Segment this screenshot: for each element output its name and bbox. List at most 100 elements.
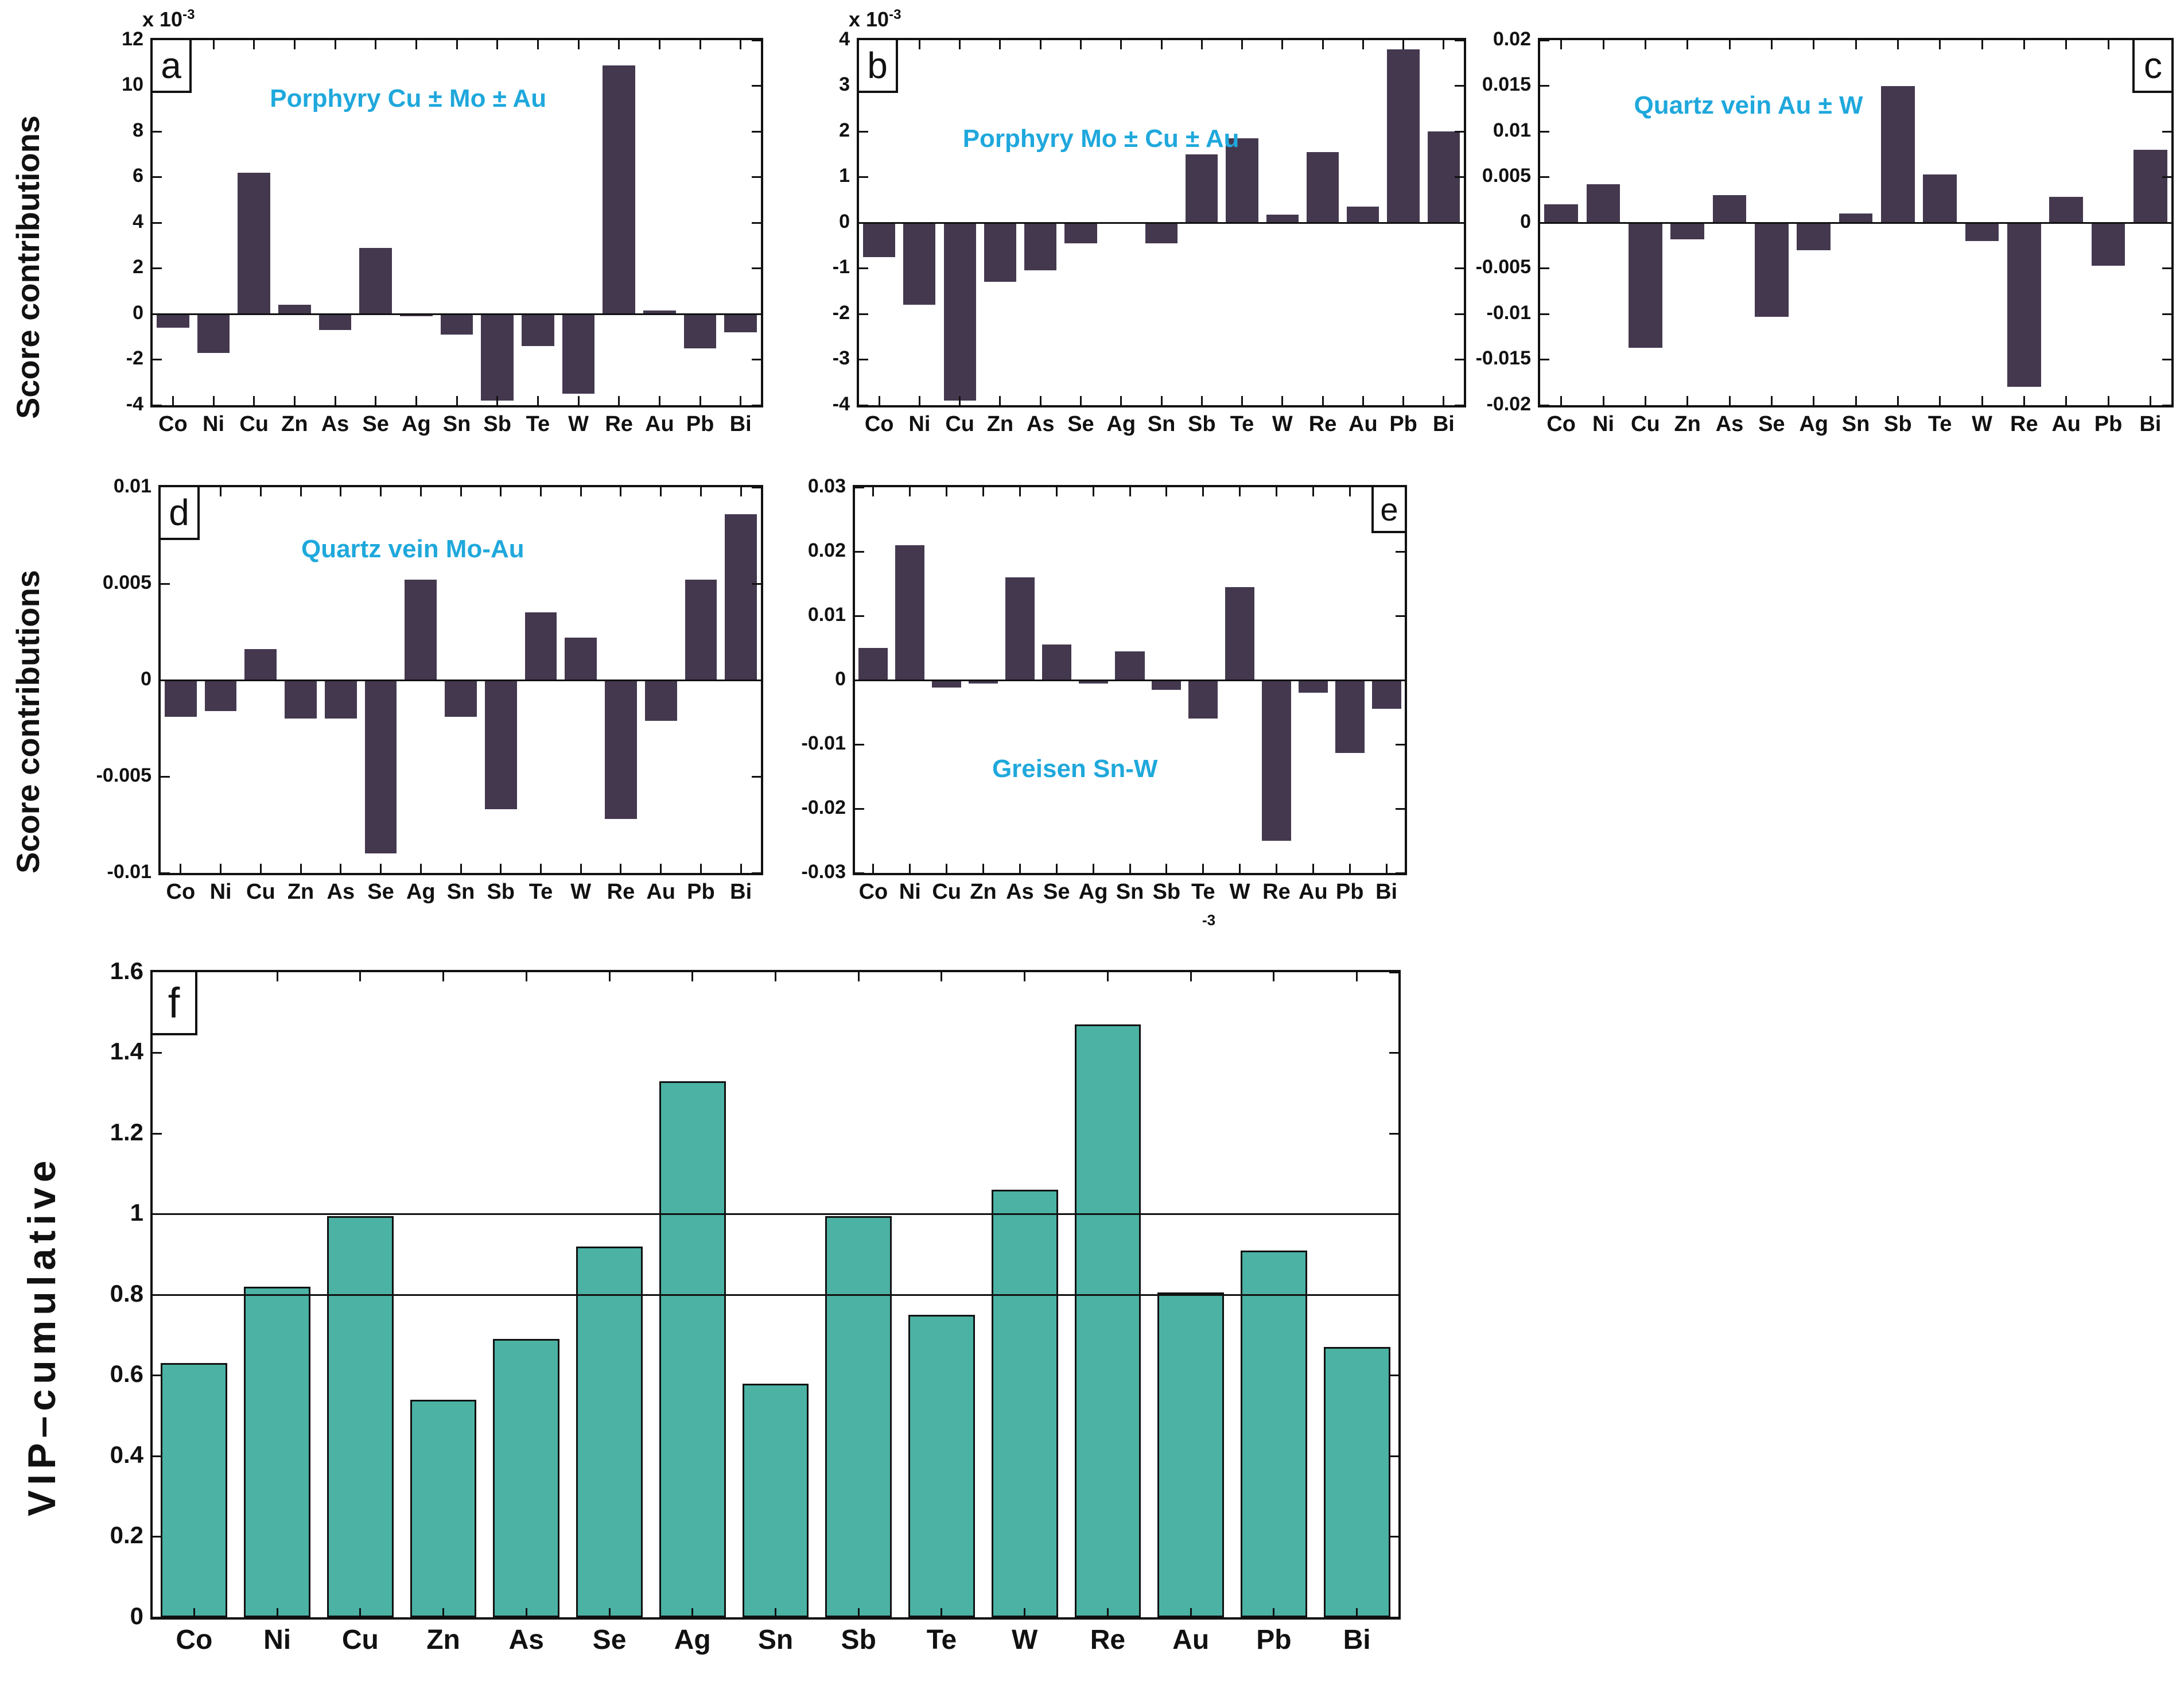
x-tick	[293, 40, 296, 49]
y-tick	[153, 1455, 162, 1457]
y-tick-label: -0.02	[801, 796, 846, 818]
x-tick	[180, 864, 182, 873]
y-tick-label: 0	[141, 667, 151, 690]
y-tick	[752, 222, 761, 224]
bar-Cu	[327, 1216, 394, 1617]
panel-letter-d: d	[158, 485, 200, 540]
x-tick	[1855, 396, 1857, 405]
x-tick	[1055, 487, 1058, 496]
y-tick	[1396, 872, 1405, 874]
bar-Re	[603, 65, 635, 314]
x-tick	[1160, 40, 1163, 49]
y-tick	[153, 1616, 162, 1618]
bar-Sb	[1152, 680, 1182, 690]
x-tick	[909, 487, 911, 496]
y-tick-label: -2	[832, 301, 850, 324]
y-tick	[2162, 222, 2171, 224]
y-tick	[752, 486, 761, 488]
x-tick	[2023, 396, 2025, 405]
bar-As	[318, 314, 352, 330]
x-tick-label: As	[508, 1625, 544, 1655]
x-tick	[982, 864, 985, 873]
y-tick	[1389, 1052, 1398, 1054]
bar-W	[565, 638, 597, 680]
y-tick	[1455, 39, 1464, 41]
x-tick	[380, 487, 382, 496]
y-tick	[1540, 267, 1549, 269]
bar-Au	[2049, 197, 2083, 223]
x-tick	[618, 40, 620, 49]
y-tick	[153, 1536, 162, 1538]
x-tick	[172, 396, 174, 405]
reference-line	[153, 1213, 1398, 1215]
x-tick	[1385, 864, 1388, 873]
x-tick	[740, 40, 742, 49]
bar-Sb	[825, 1216, 892, 1617]
x-tick	[691, 972, 694, 981]
y-tick	[161, 872, 170, 874]
y-tick-label: 6	[133, 165, 143, 187]
x-tick-label: Sb	[1152, 880, 1181, 904]
x-tick-label: Pb	[1389, 412, 1417, 436]
y-tick	[1455, 130, 1464, 133]
x-tick-label: As	[1715, 412, 1744, 436]
x-tick	[276, 1608, 278, 1617]
x-tick	[1349, 864, 1351, 873]
x-tick-label: Bi	[730, 880, 752, 904]
bar-Re	[605, 680, 637, 819]
x-tick	[1560, 40, 1563, 49]
x-tick	[1981, 396, 1983, 405]
x-tick	[580, 864, 582, 873]
x-tick	[1273, 1608, 1275, 1617]
x-tick	[1092, 487, 1094, 496]
x-tick-label: Ag	[1799, 412, 1828, 436]
x-tick	[620, 864, 622, 873]
y-tick-label: -3	[832, 347, 850, 370]
bar-Sn	[1839, 213, 1873, 223]
bar-Ni	[197, 314, 230, 353]
y-tick	[1389, 971, 1398, 973]
y-tick	[153, 404, 162, 406]
x-tick-label: W	[570, 880, 592, 904]
y-tick	[1540, 404, 1549, 406]
x-tick	[340, 487, 342, 496]
x-tick	[1443, 396, 1445, 405]
x-tick	[1275, 864, 1277, 873]
y-tick-label: 10	[122, 73, 143, 96]
y-tick	[855, 872, 864, 874]
x-tick	[340, 864, 342, 873]
x-tick	[1039, 396, 1042, 405]
x-tick	[1560, 396, 1563, 405]
x-tick	[419, 864, 422, 873]
y-tick	[1455, 85, 1464, 87]
x-tick	[1024, 1608, 1026, 1617]
x-tick	[359, 972, 362, 981]
bar-Co	[157, 314, 189, 328]
x-tick	[1322, 396, 1324, 405]
bar-Au	[644, 680, 677, 721]
x-tick-label: Zn	[281, 412, 308, 436]
x-tick	[699, 487, 702, 496]
x-tick	[1362, 396, 1364, 405]
x-tick	[1402, 396, 1405, 405]
y-tick	[859, 176, 868, 178]
y-tick-label: 0.02	[807, 539, 846, 561]
x-tick-label: Sn	[446, 880, 475, 904]
y-tick	[1389, 1375, 1398, 1376]
y-tick	[859, 313, 868, 315]
x-tick	[608, 1608, 611, 1617]
x-tick-label: Au	[1299, 880, 1328, 904]
x-tick-label: As	[321, 412, 349, 436]
y-tick-label: 0.03	[807, 475, 846, 497]
y-tick	[1396, 550, 1405, 553]
bar-Sn	[1145, 223, 1178, 243]
x-tick-label: Pb	[686, 412, 714, 436]
y-tick	[1455, 267, 1464, 269]
x-tick	[1273, 972, 1275, 981]
x-tick-label: Re	[1308, 412, 1337, 436]
bar-Sb	[484, 680, 517, 810]
stray-exponent-label: -3	[1202, 911, 1216, 929]
x-tick	[658, 40, 660, 49]
x-tick	[577, 396, 580, 405]
panel-letter-c: c	[2132, 38, 2174, 93]
